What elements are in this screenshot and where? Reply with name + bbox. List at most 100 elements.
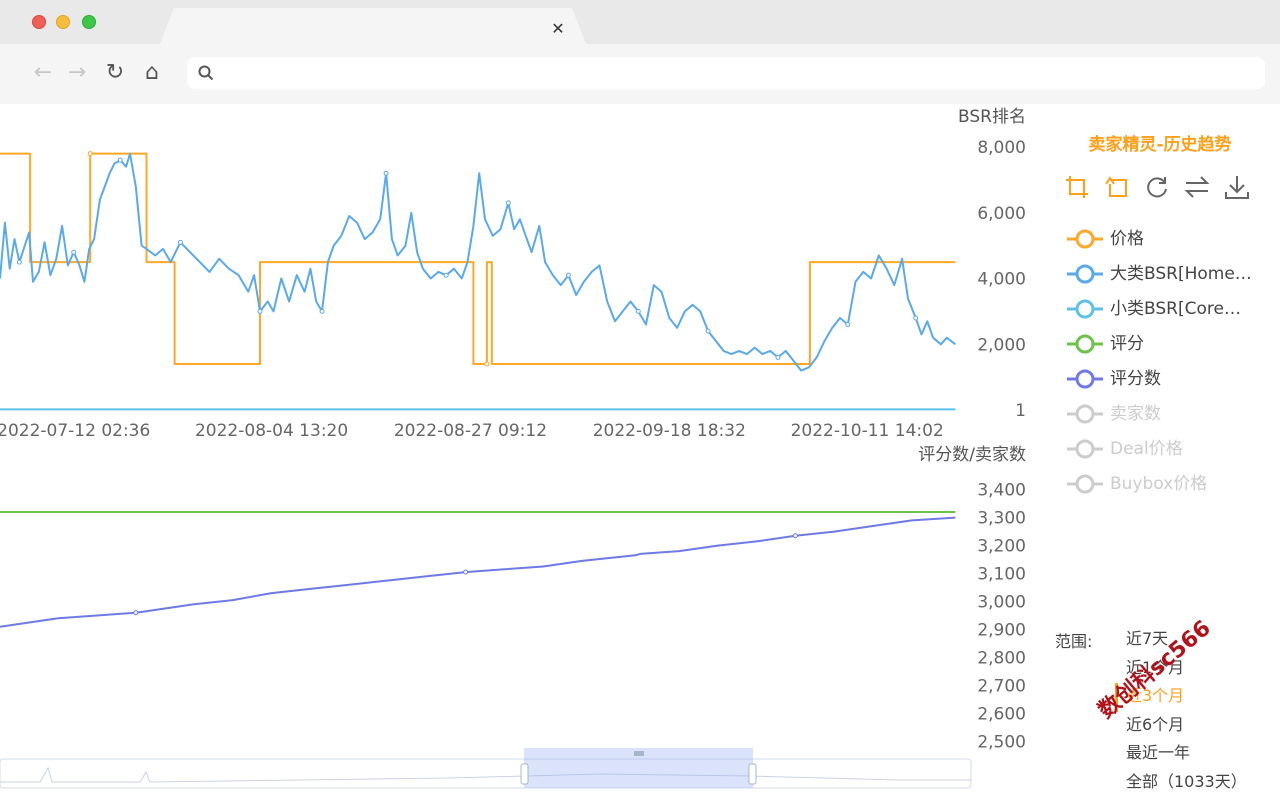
undo-crop-icon[interactable]	[1104, 174, 1130, 200]
slider-right-handle	[748, 763, 757, 785]
range-option[interactable]: 近6个月	[1126, 714, 1185, 734]
y-tick-label: 3,400	[977, 481, 1026, 501]
range-option[interactable]: 最近一年	[1126, 743, 1191, 762]
data-point	[565, 272, 571, 278]
legend-item[interactable]: 价格	[1066, 226, 1266, 261]
download-icon[interactable]	[1224, 174, 1250, 200]
datazoom-slider	[0, 748, 972, 789]
browser-tab[interactable]	[160, 8, 586, 44]
legend-label: 小类BSR[Core…	[1110, 299, 1241, 319]
legend-label: 评分数	[1110, 369, 1161, 389]
data-point	[463, 569, 469, 575]
forward-icon[interactable]: →	[67, 60, 87, 85]
reload-icon[interactable]: ↻	[105, 60, 125, 85]
legend-item[interactable]: 卖家数	[1066, 401, 1266, 436]
legend-item[interactable]: Deal价格	[1066, 436, 1266, 471]
home-icon[interactable]: ⌂	[145, 60, 159, 85]
data-point	[845, 322, 851, 328]
series-line	[0, 152, 957, 372]
y-tick-label: 2,800	[977, 648, 1026, 668]
legend-swatch-icon	[1067, 439, 1103, 459]
legend-swatch-icon	[1067, 229, 1103, 249]
data-point	[257, 308, 263, 314]
tab-close-icon[interactable]: ✕	[551, 19, 565, 38]
slider-drag-grip	[634, 751, 644, 756]
legend-swatch-icon	[1067, 334, 1103, 354]
data-point	[133, 610, 139, 616]
maximize-window-button[interactable]	[82, 15, 96, 29]
window-titlebar: ✕	[0, 0, 1280, 44]
y-tick-label: 3,000	[977, 593, 1026, 613]
data-point	[635, 308, 641, 314]
x-tick-label: 2022-09-18 18:32	[593, 421, 746, 441]
data-point	[443, 272, 449, 278]
y-tick-label: 2,600	[977, 704, 1026, 724]
legend-item[interactable]: 小类BSR[Core…	[1066, 296, 1266, 331]
legend-swatch-icon	[1067, 404, 1103, 424]
swap-icon[interactable]	[1184, 174, 1210, 200]
legend-item[interactable]: 评分数	[1066, 366, 1266, 401]
review-chart-panel: 评分数/卖家数 3,400 3,300 3,200 3,100 3,000 2,900 2,8…	[0, 445, 1026, 752]
y-tick-label: 8,000	[977, 138, 1026, 158]
crop-icon[interactable]	[1064, 174, 1090, 200]
data-point	[177, 239, 183, 245]
y-tick-label: 4,000	[977, 270, 1026, 290]
history-trend-chart: BSR排名 8,000 6,000 4,000 2,000 1 2022-07-12 02:…	[0, 107, 1026, 789]
y-tick-label: 3,200	[977, 537, 1026, 557]
legend-label: 大类BSR[Home…	[1110, 264, 1252, 284]
data-point	[505, 200, 511, 206]
refresh-icon[interactable]	[1144, 174, 1170, 200]
data-point	[913, 315, 919, 321]
legend-swatch-icon	[1067, 474, 1103, 494]
y-tick-label: 2,500	[977, 732, 1026, 752]
data-point	[775, 354, 781, 360]
minimize-window-button[interactable]	[56, 15, 70, 29]
y-tick-label: 3,300	[977, 509, 1026, 529]
y-axis-title: 评分数/卖家数	[918, 445, 1026, 465]
data-point	[117, 157, 123, 163]
legend-item[interactable]: Buybox价格	[1066, 471, 1266, 506]
data-point	[792, 533, 798, 539]
y-tick-label: 1	[1015, 401, 1026, 421]
legend-label: Deal价格	[1110, 439, 1183, 459]
x-tick-label: 2022-08-27 09:12	[394, 421, 547, 441]
x-tick-label: 2022-10-11 14:02	[791, 421, 944, 441]
data-point	[71, 249, 77, 255]
legend-label: Buybox价格	[1110, 474, 1208, 494]
y-tick-label: 2,000	[977, 335, 1026, 355]
range-option[interactable]: 近3个月	[1115, 683, 1247, 712]
data-point	[383, 170, 389, 176]
range-option[interactable]: 近7天	[1126, 629, 1169, 648]
data-point	[484, 361, 490, 367]
legend-item[interactable]: 评分	[1066, 331, 1266, 366]
bsr-chart-panel: BSR排名 8,000 6,000 4,000 2,000 1 2022-07-12 02:…	[0, 107, 1026, 441]
x-tick-label: 2022-08-04 13:20	[195, 421, 348, 441]
range-option[interactable]: 全部（1033天）	[1126, 771, 1247, 791]
range-options: 近7天近1个月近3个月 近6个月最近一年全部（1033天）	[1115, 626, 1247, 797]
legend-label: 卖家数	[1110, 404, 1161, 424]
y-tick-label: 2,700	[977, 676, 1026, 696]
address-bar[interactable]	[187, 57, 1265, 89]
data-point	[705, 328, 711, 334]
y-tick-label: 2,900	[977, 620, 1026, 640]
panel-title: 卖家精灵-历史趋势	[1088, 135, 1232, 155]
legend-swatch-icon	[1067, 264, 1103, 284]
range-option[interactable]: 近1个月	[1126, 657, 1185, 677]
legend-label: 价格	[1110, 229, 1144, 249]
data-point	[87, 151, 93, 157]
series-line	[0, 516, 956, 628]
back-icon[interactable]: ←	[33, 60, 53, 85]
y-tick-label: 3,100	[977, 565, 1026, 585]
legend-swatch-icon	[1067, 299, 1103, 319]
legend-swatch-icon	[1067, 369, 1103, 389]
y-axis-title: BSR排名	[958, 107, 1026, 127]
slider-left-handle	[520, 763, 529, 785]
close-window-button[interactable]	[32, 15, 46, 29]
search-icon	[198, 65, 214, 81]
x-tick-label: 2022-07-12 02:36	[0, 421, 150, 441]
range-label: 范围:	[1055, 632, 1093, 651]
legend-item[interactable]: 大类BSR[Home…	[1066, 261, 1266, 296]
data-point	[16, 259, 22, 265]
chart-legend: 价格 大类BSR[Home… 小类BSR[Core… 评分 评分数 卖家数 De…	[1066, 226, 1266, 506]
legend-label: 评分	[1110, 334, 1144, 354]
